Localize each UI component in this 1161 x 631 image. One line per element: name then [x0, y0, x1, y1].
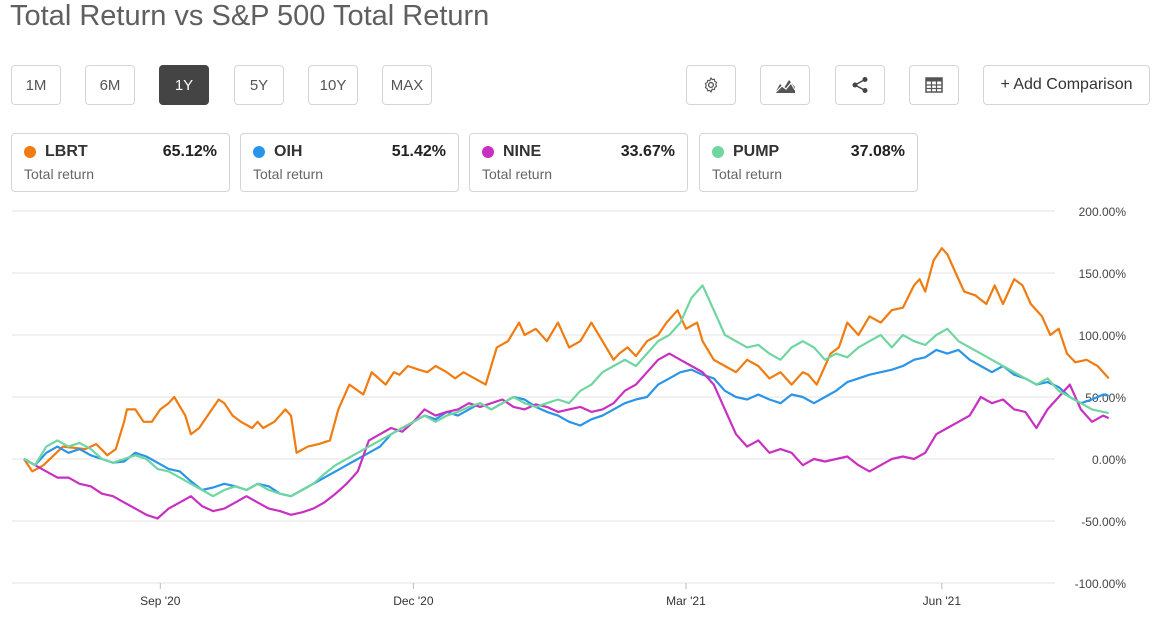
card-subtitle: Total return — [253, 166, 324, 182]
table-view-button[interactable] — [909, 65, 959, 105]
series-color-dot — [712, 146, 724, 158]
card-ticker: NINE — [503, 143, 542, 160]
y-tick-label: -100.00% — [1075, 577, 1127, 591]
card-value: 65.12% — [162, 143, 217, 160]
range-max-button[interactable]: MAX — [382, 65, 432, 105]
page-title: Total Return vs S&P 500 Total Return — [10, 0, 490, 32]
range-1y-button[interactable]: 1Y — [159, 65, 209, 105]
y-tick-label: 200.00% — [1079, 205, 1127, 219]
card-subtitle: Total return — [482, 166, 553, 182]
settings-button[interactable] — [686, 65, 736, 105]
series-line-nine — [23, 352, 1110, 520]
share-icon — [852, 77, 868, 93]
series-line-oih — [23, 348, 1109, 498]
total-return-chart[interactable]: 200.00% 150.00% 100.00% 50.00% 0.00% -50.00% -… — [0, 195, 1161, 631]
x-tick-label: Mar '21 — [666, 594, 706, 608]
card-value: 37.08% — [850, 143, 905, 160]
x-tick-label: Sep '20 — [140, 594, 181, 608]
series-line-lbrt — [23, 247, 1110, 473]
legend-card-pump[interactable]: PUMP 37.08% Total return — [699, 133, 918, 192]
share-button[interactable] — [835, 65, 885, 105]
card-ticker: LBRT — [45, 143, 88, 160]
chart-type-button[interactable] — [760, 65, 810, 105]
card-subtitle: Total return — [712, 166, 783, 182]
series-color-dot — [24, 146, 36, 158]
table-icon — [925, 77, 943, 93]
legend-card-nine[interactable]: NINE 33.67% Total return — [469, 133, 688, 192]
gear-icon — [704, 77, 718, 93]
range-5y-button[interactable]: 5Y — [234, 65, 284, 105]
range-1m-button[interactable]: 1M — [11, 65, 61, 105]
card-value: 51.42% — [391, 143, 446, 160]
series-line-pump — [23, 284, 1109, 498]
range-6m-button[interactable]: 6M — [85, 65, 135, 105]
legend-card-oih[interactable]: OIH 51.42% Total return — [240, 133, 459, 192]
card-ticker: OIH — [274, 143, 303, 160]
add-comparison-button[interactable]: + Add Comparison — [983, 65, 1150, 105]
card-ticker: PUMP — [733, 143, 780, 160]
y-tick-label: -50.00% — [1081, 515, 1126, 529]
series-color-dot — [482, 146, 494, 158]
card-value: 33.67% — [620, 143, 675, 160]
y-tick-label: 0.00% — [1092, 453, 1126, 467]
legend-card-lbrt[interactable]: LBRT 65.12% Total return — [11, 133, 230, 192]
y-tick-label: 150.00% — [1079, 267, 1127, 281]
card-subtitle: Total return — [24, 166, 95, 182]
series-color-dot — [253, 146, 265, 158]
y-tick-label: 50.00% — [1085, 391, 1126, 405]
x-tick-label: Jun '21 — [923, 594, 962, 608]
x-tick-label: Dec '20 — [393, 594, 434, 608]
y-tick-label: 100.00% — [1079, 329, 1127, 343]
area-chart-icon — [774, 80, 796, 94]
range-10y-button[interactable]: 10Y — [308, 65, 358, 105]
